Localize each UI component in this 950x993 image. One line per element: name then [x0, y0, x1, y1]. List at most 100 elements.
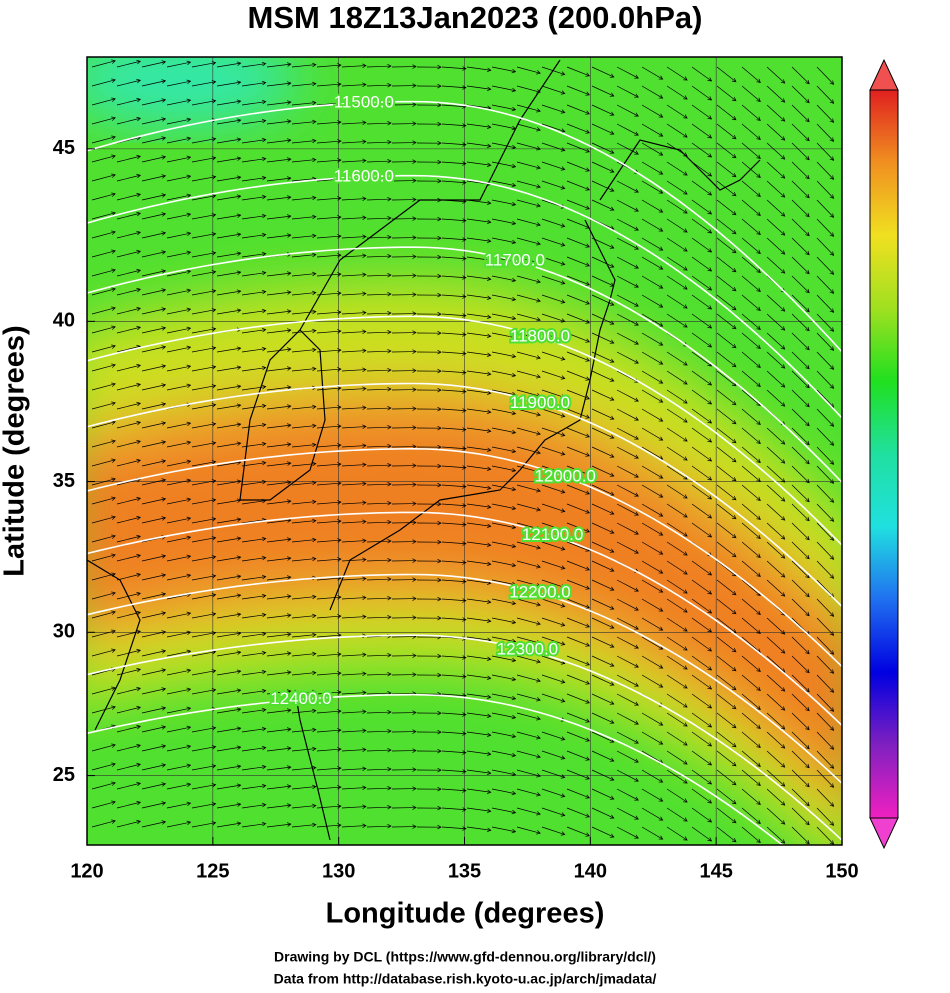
wind-arrow	[666, 104, 688, 119]
wind-arrow	[241, 422, 267, 429]
wind-arrow	[216, 783, 242, 790]
x-axis-label: Longitude (degrees)	[326, 898, 605, 930]
wind-arrow	[666, 731, 688, 746]
wind-arrow	[416, 406, 442, 412]
wind-arrow	[366, 310, 392, 316]
wind-arrow	[141, 136, 167, 144]
wind-arrow	[541, 427, 566, 437]
wind-arrow	[316, 519, 342, 524]
wind-arrow	[366, 747, 392, 753]
wind-arrow	[716, 522, 737, 539]
wind-arrow	[216, 194, 242, 201]
wind-arrow	[466, 484, 492, 490]
wind-arrow	[166, 193, 192, 201]
wind-arrow	[791, 769, 810, 788]
wind-arrow	[741, 807, 761, 824]
wind-arrow	[266, 480, 292, 486]
wind-arrow	[766, 332, 786, 350]
wind-arrow	[291, 62, 317, 68]
wind-arrow	[266, 670, 292, 676]
wind-arrow	[266, 765, 292, 771]
wind-arrow	[616, 275, 639, 288]
wind-arrow	[116, 819, 142, 828]
wind-arrow	[191, 783, 217, 790]
wind-arrow	[441, 465, 467, 470]
wind-arrow	[641, 389, 664, 403]
wind-arrow	[241, 612, 267, 619]
wind-arrow	[116, 325, 142, 334]
contour-label: 12200.0	[509, 583, 570, 602]
wind-arrow	[741, 237, 761, 254]
wind-arrow	[491, 66, 517, 74]
wind-arrow	[241, 479, 267, 486]
wind-arrow	[591, 560, 615, 572]
wind-arrow	[591, 769, 615, 781]
wind-arrow	[541, 560, 566, 570]
wind-arrow	[341, 405, 367, 410]
wind-arrow	[216, 137, 242, 144]
wind-arrow	[216, 612, 242, 619]
wind-arrow	[366, 348, 392, 354]
wind-arrow	[666, 123, 688, 138]
wind-arrow	[591, 598, 615, 610]
wind-arrow	[191, 460, 217, 467]
wind-arrow	[391, 64, 417, 69]
wind-arrow	[116, 724, 142, 733]
wind-arrow	[516, 180, 541, 189]
wind-arrow	[166, 649, 192, 657]
wind-arrow	[291, 290, 317, 296]
wind-arrow	[141, 744, 167, 752]
wind-arrow	[341, 785, 367, 790]
wind-arrow	[516, 370, 541, 379]
wind-arrow	[416, 235, 442, 241]
wind-arrow	[391, 330, 417, 335]
wind-arrow	[341, 348, 367, 353]
wind-arrow	[91, 135, 116, 144]
wind-arrow	[416, 349, 442, 355]
wind-arrow	[541, 389, 566, 399]
wind-arrow	[641, 655, 664, 669]
wind-arrow	[641, 617, 664, 631]
wind-arrow	[441, 408, 467, 413]
wind-arrow	[141, 231, 167, 239]
wind-arrow	[716, 541, 737, 558]
x-tick-label: 150	[825, 860, 858, 882]
wind-arrow	[666, 598, 688, 613]
wind-arrow	[491, 237, 517, 245]
wind-arrow	[516, 465, 541, 474]
wind-arrow	[391, 805, 417, 810]
wind-arrow	[166, 687, 192, 695]
wind-arrow	[691, 66, 713, 82]
wind-arrow	[616, 636, 639, 649]
wind-arrow	[241, 99, 267, 106]
wind-arrow	[441, 161, 467, 166]
wind-arrow	[791, 332, 810, 351]
wind-arrow	[191, 99, 217, 106]
wind-arrow	[466, 769, 492, 775]
wind-arrow	[616, 256, 639, 269]
wind-arrow	[216, 517, 242, 524]
wind-arrow	[291, 233, 317, 239]
wind-arrow	[716, 180, 737, 197]
wind-arrow	[516, 484, 541, 493]
wind-arrow	[416, 311, 442, 317]
contours: 11500.0 11600.0 11700.0 11800.0 11900.0 12000…	[87, 90, 842, 845]
wind-arrow	[616, 427, 639, 440]
wind-arrow	[141, 687, 167, 695]
wind-arrow	[666, 446, 688, 461]
wind-arrow	[541, 484, 566, 494]
wind-arrow	[691, 598, 713, 614]
contour-label: 11800.0	[510, 327, 570, 346]
wind-arrow	[641, 142, 664, 156]
wind-arrow	[416, 368, 442, 374]
wind-arrow	[266, 271, 292, 277]
wind-arrow	[91, 553, 116, 562]
wind-arrow	[616, 731, 639, 744]
wind-arrow	[541, 731, 566, 741]
wind-arrow	[266, 461, 292, 467]
wind-arrow	[766, 85, 786, 103]
wind-arrow	[716, 408, 737, 425]
wind-arrow	[466, 560, 492, 566]
wind-arrow	[566, 332, 591, 343]
wind-arrow	[766, 826, 786, 844]
